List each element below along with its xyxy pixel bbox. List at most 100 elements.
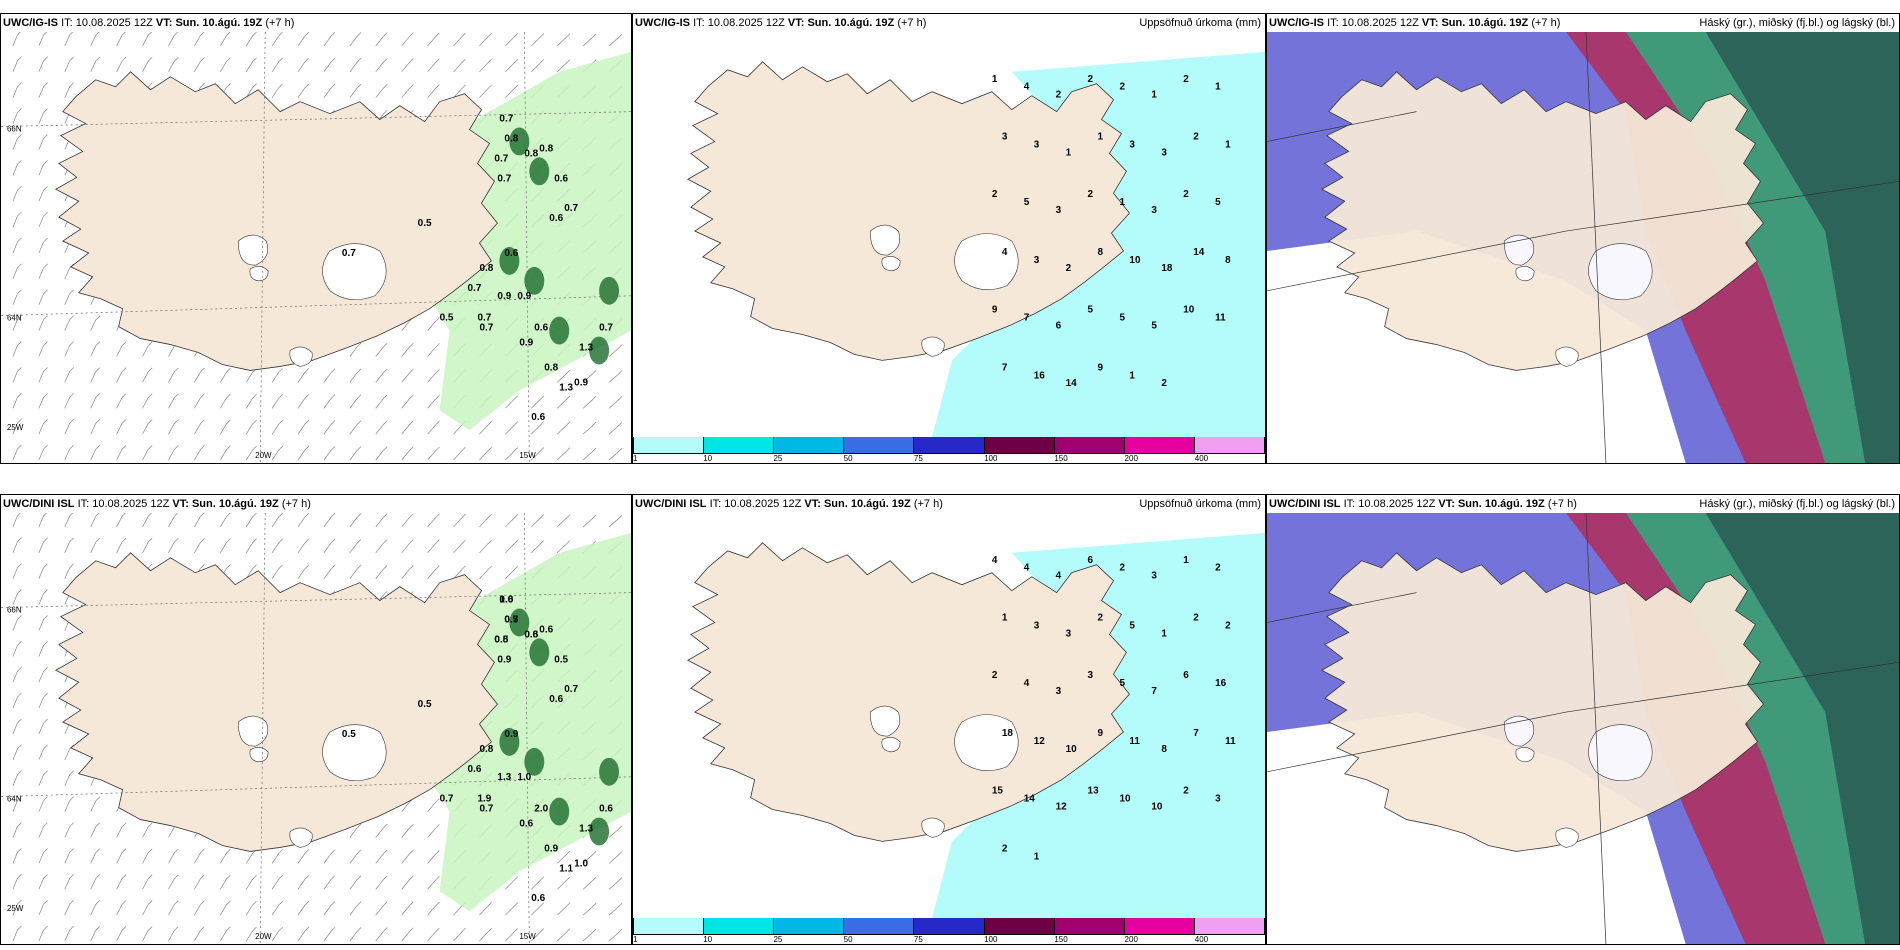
wind-barb: [582, 33, 597, 47]
accum-value: 5: [1215, 197, 1221, 208]
precip-value: 0.7: [479, 323, 493, 334]
wind-barb: [479, 447, 492, 461]
colorbar-cell: [1194, 437, 1265, 453]
colorbar-tick-label: 200: [1124, 454, 1138, 463]
wind-barb: [245, 926, 257, 942]
wind-barb: [12, 796, 22, 812]
precip-value: 0.6: [524, 629, 538, 640]
panel-title: Háský (gr.), miðský (fj.bl.) og lágský (…: [1699, 498, 1895, 510]
colorbar: 1 10 25 50 75 100 150 200 400: [633, 437, 1265, 463]
wind-barb: [168, 874, 179, 890]
accum-value: 1: [1225, 139, 1231, 150]
vt-value: Sun. 10.ágú. 19Z: [1441, 17, 1529, 29]
precip-value: 1.0: [499, 595, 513, 606]
wind-barb: [168, 57, 179, 72]
wind-barb: [427, 369, 440, 383]
meridian-20w: [259, 513, 266, 944]
wind-barb: [142, 926, 153, 942]
model-name: UWC/IG-IS: [3, 17, 58, 29]
wind-barb: [453, 539, 466, 554]
wind-barb: [582, 876, 597, 890]
accum-value: 1: [1183, 555, 1189, 566]
wind-barb: [401, 420, 414, 435]
wind-barb: [556, 33, 571, 47]
wind-barb: [297, 83, 310, 98]
wind-barb: [401, 446, 414, 461]
precip-cell: [524, 266, 545, 295]
wind-barb: [582, 447, 597, 461]
it-label: IT:: [709, 498, 722, 510]
wind-barb: [453, 565, 466, 579]
wind-barb: [194, 419, 205, 435]
wind-barb: [401, 343, 414, 357]
accum-value: 5: [1119, 678, 1125, 689]
wind-barb: [90, 445, 101, 461]
wind-barb: [38, 418, 48, 435]
precip-cell: [549, 316, 570, 345]
accum-value: 10: [1183, 305, 1195, 316]
wind-barb: [505, 514, 519, 528]
wind-barb: [90, 393, 101, 409]
colorbar-tick-label: 50: [843, 935, 853, 944]
wind-barb: [479, 902, 492, 916]
accum-value: 12: [1056, 802, 1068, 813]
panel-header: UWC/DINI ISL IT: 10.08.2025 12Z VT: Sun.…: [1, 495, 631, 513]
wind-barb: [505, 902, 519, 916]
wind-barb: [116, 513, 126, 528]
wind-barb: [12, 692, 22, 709]
wind-barb: [38, 82, 48, 98]
accum-value: 4: [1024, 563, 1030, 574]
accum-value: 4: [992, 555, 998, 566]
wind-barb: [64, 822, 74, 838]
precip-value: 0.7: [499, 114, 513, 125]
wind-barb: [453, 927, 466, 942]
wind-barb: [38, 563, 48, 579]
wind-barb: [116, 848, 127, 864]
wind-barb: [375, 446, 388, 461]
precip-cell: [499, 728, 520, 756]
precip-value: 0.8: [524, 629, 538, 640]
wind-barb: [479, 565, 492, 579]
it-value: 10.08.2025 12Z: [1341, 17, 1419, 29]
wind-barb: [142, 538, 153, 553]
colorbar-ticks: 1 10 25 50 75 100 150 200 400: [633, 453, 1265, 463]
wind-barb: [271, 57, 283, 73]
wind-barb: [349, 539, 362, 554]
accum-value: 4: [1056, 571, 1062, 582]
wind-barb: [401, 927, 414, 942]
wind-barb: [90, 341, 101, 357]
wind-barb: [168, 393, 179, 409]
precip-value: 0.5: [494, 634, 508, 645]
wind-barb: [90, 419, 101, 435]
wind-barb: [556, 902, 571, 916]
wind-barb: [64, 874, 74, 890]
precip-value: 0.6: [539, 624, 553, 635]
wind-barb: [375, 342, 388, 357]
wind-barb: [427, 513, 440, 528]
wind-barb: [245, 393, 257, 409]
wind-barb: [64, 444, 74, 461]
glacier-lake: [921, 336, 945, 357]
wind-barb: [608, 370, 623, 383]
precip-cell: [529, 638, 550, 667]
precip-value: 0.9: [574, 377, 588, 388]
meridian-15w: [523, 32, 530, 463]
glacier-lake: [1503, 234, 1535, 266]
precip-value: 0.7: [564, 684, 578, 695]
accum-value: 2: [1119, 82, 1125, 93]
precip-value: 0.6: [554, 173, 568, 184]
accum-value: 16: [1215, 678, 1227, 689]
accum-value: 8: [1161, 744, 1167, 755]
wind-barb: [142, 393, 153, 409]
wind-barb: [375, 32, 388, 47]
wind-barb: [12, 718, 22, 735]
colorbar-tick-label: 100: [984, 935, 998, 944]
wind-barb: [116, 419, 127, 435]
wind-barb: [427, 446, 440, 461]
wind-barb: [38, 589, 48, 605]
wind-barb: [12, 537, 22, 553]
precip-value: 0.5: [440, 313, 454, 324]
wind-barb: [220, 57, 231, 72]
